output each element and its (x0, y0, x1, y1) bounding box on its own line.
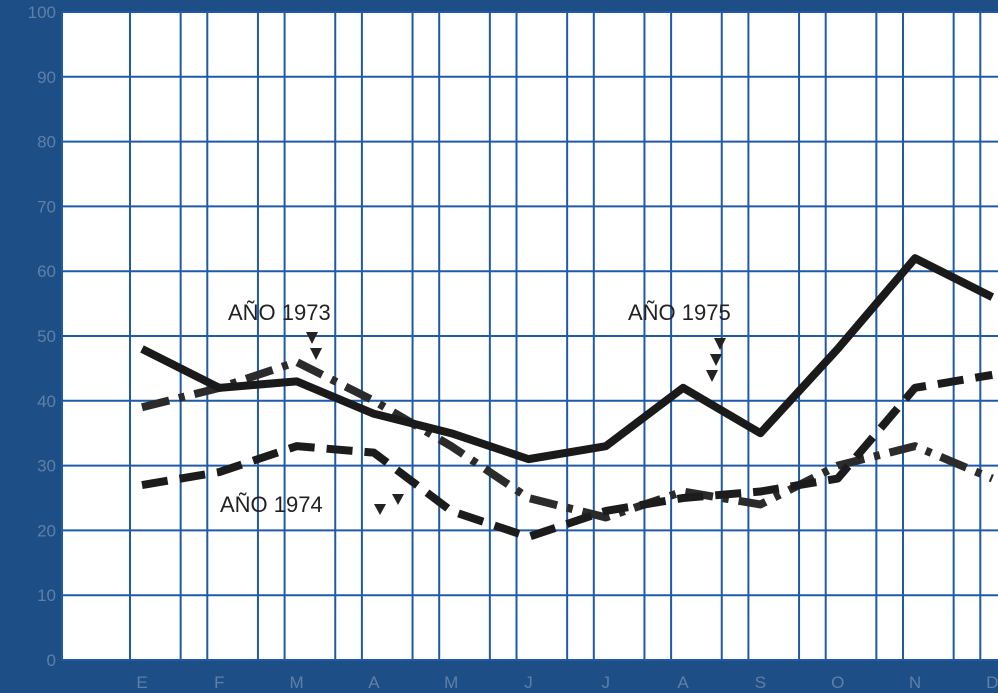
grid (61, 11, 998, 661)
x-tick-label: A (368, 673, 380, 692)
y-axis-ticks: 0 10 20 30 40 50 60 70 80 90 100 (28, 3, 56, 670)
y-tick-label: 70 (37, 197, 56, 216)
annotation-1973-arrow-1 (306, 332, 318, 344)
y-tick-label: 50 (37, 327, 56, 346)
y-tick-label: 80 (37, 133, 56, 152)
y-tick-label: 60 (37, 262, 56, 281)
y-tick-label: 0 (47, 651, 56, 670)
x-tick-label: J (524, 673, 533, 692)
y-tick-label: 90 (37, 68, 56, 87)
x-tick-label: E (136, 673, 147, 692)
annotation-1975-arrow-1 (714, 338, 726, 350)
y-tick-label: 100 (28, 3, 56, 22)
y-tick-label: 30 (37, 457, 56, 476)
x-tick-label: A (677, 673, 689, 692)
x-tick-label: S (755, 673, 766, 692)
series-group (140, 254, 995, 541)
x-tick-label: J (602, 673, 611, 692)
annotation-1974-arrow-1 (374, 504, 386, 515)
series-line-0 (141, 357, 994, 522)
x-tick-label: D (986, 673, 998, 692)
series-line-1 (141, 370, 993, 541)
x-tick-label: M (444, 673, 458, 692)
annotation-1975-arrow-3 (706, 370, 718, 382)
y-tick-label: 10 (37, 586, 56, 605)
x-tick-label: M (290, 673, 304, 692)
y-tick-label: 20 (37, 521, 56, 540)
annotation-1974: AÑO 1974 (220, 492, 323, 517)
annotation-1973: AÑO 1973 (228, 300, 331, 325)
annotation-1975: AÑO 1975 (628, 300, 731, 325)
series-line-2 (140, 254, 995, 464)
x-tick-label: F (214, 673, 224, 692)
annotations: AÑO 1973 AÑO 1975 AÑO 1974 (220, 300, 731, 517)
annotation-1975-arrow-2 (710, 354, 722, 366)
annotation-1974-arrow-2 (392, 494, 404, 505)
x-tick-label: N (909, 673, 921, 692)
annotation-1973-arrow-2 (310, 348, 322, 360)
x-tick-label: O (831, 673, 844, 692)
y-tick-label: 40 (37, 392, 56, 411)
